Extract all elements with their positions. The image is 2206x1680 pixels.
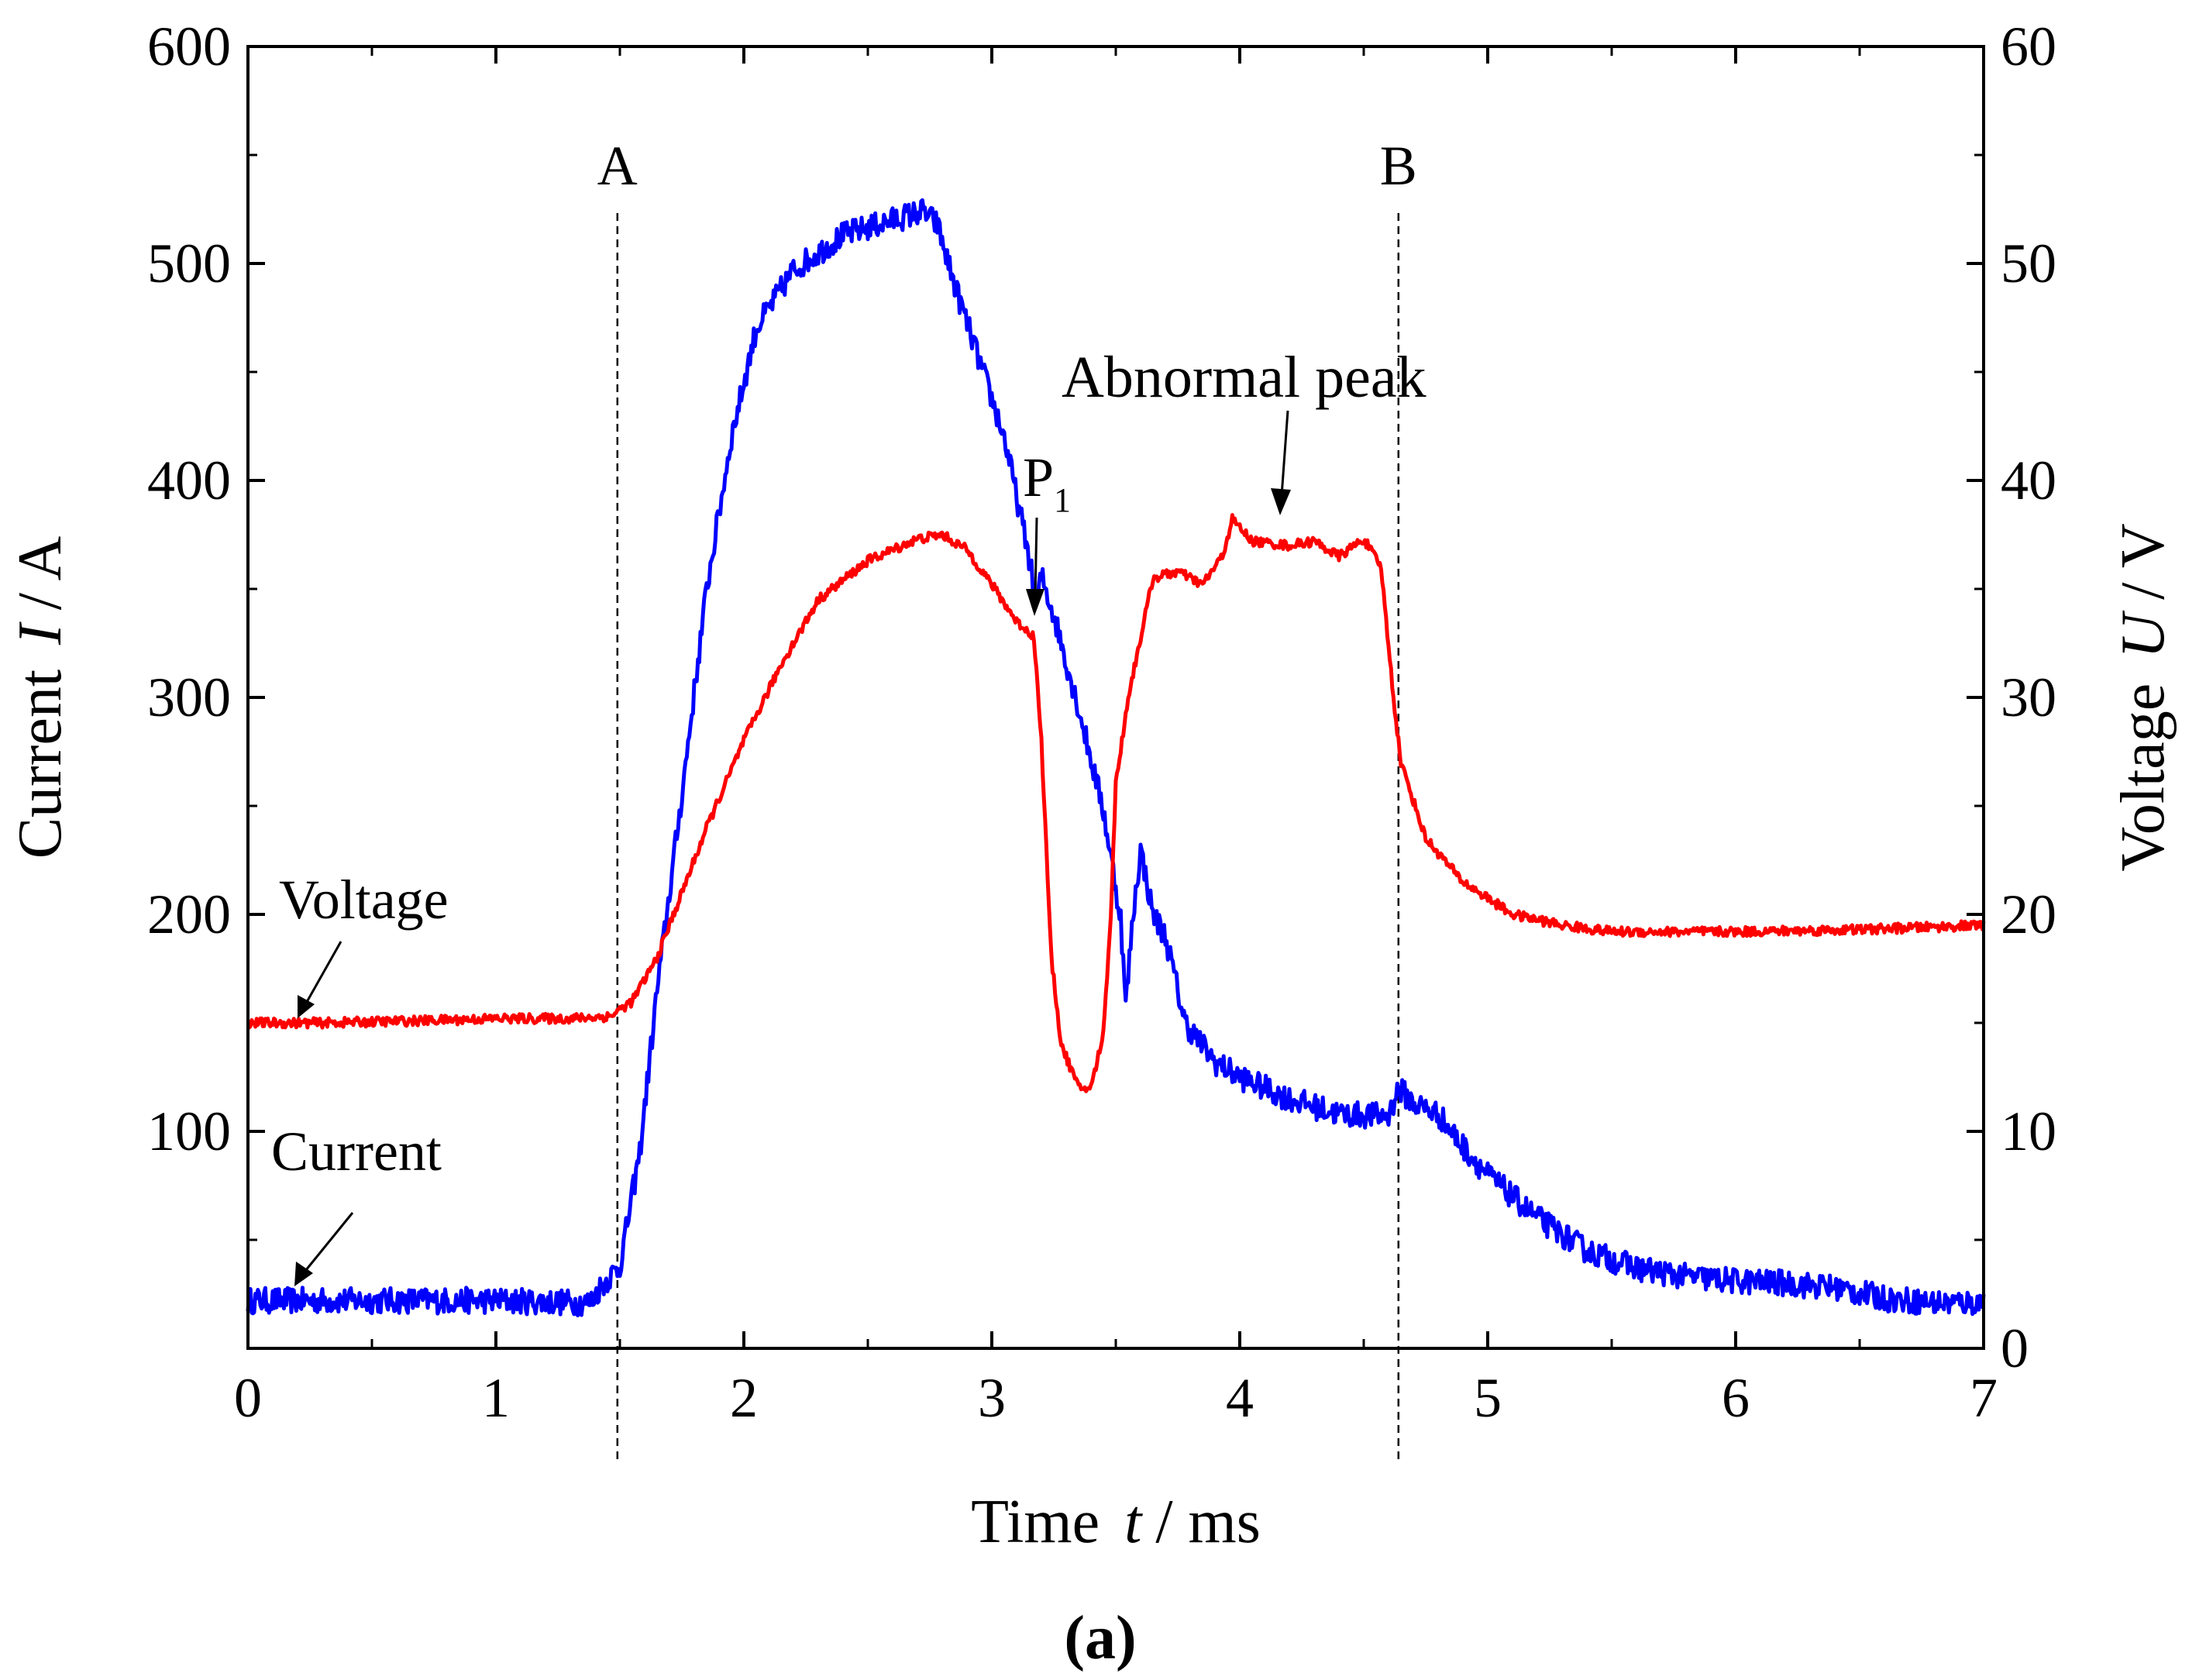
abnormal-peak-arrow [1280, 410, 1289, 497]
y-left-tick-label: 200 [147, 883, 231, 945]
y-right-tick-label: 0 [2001, 1317, 2029, 1379]
x-tick-label: 3 [978, 1367, 1006, 1429]
y-right-tick-label: 10 [2001, 1100, 2056, 1162]
tick-group: 0 1 2 3 4 5 6 7 100 200 300 400 500 600 0 10 20 30 40 50 60 [147, 15, 2056, 1429]
marker-label-B: B [1380, 135, 1417, 197]
x-tick-label: 4 [1226, 1367, 1254, 1429]
current-series-label: Current [271, 1121, 442, 1183]
x-tick-label: 7 [1970, 1367, 1998, 1429]
y-left-tick-label: 100 [147, 1100, 231, 1162]
voltage-series-label: Voltage [279, 869, 449, 931]
y-right-tick-label: 50 [2001, 232, 2056, 294]
p1-arrowhead [1026, 589, 1044, 616]
voltage-series-line [246, 513, 1986, 1093]
current-label-arrow [301, 1212, 354, 1275]
y-right-tick-label: 20 [2001, 883, 2056, 945]
current-series-line [246, 198, 1986, 1317]
y-right-tick-label: 30 [2001, 666, 2056, 728]
y-left-axis-title: CurrentI/ A [6, 535, 74, 859]
p1-label: P1 [1023, 446, 1071, 519]
x-tick-label: 1 [482, 1367, 510, 1429]
p1-arrow [1034, 517, 1038, 597]
x-tick-label: 5 [1474, 1367, 1502, 1429]
figure-caption: (a) [1064, 1604, 1136, 1672]
y-left-tick-label: 400 [147, 449, 231, 511]
y-left-tick-label: 600 [147, 15, 231, 77]
voltage-label-arrowhead [298, 995, 315, 1018]
voltage-label-arrow [302, 941, 342, 1008]
series-group [246, 198, 1986, 1317]
abnormal-peak-arrowhead [1271, 488, 1291, 515]
x-tick-label: 6 [1722, 1367, 1750, 1429]
plot-frame [246, 45, 1985, 1350]
y-left-tick-label: 300 [147, 666, 231, 728]
y-right-axis-title: VoltageU/ V [2109, 523, 2177, 871]
marker-label-A: A [597, 135, 638, 197]
y-right-tick-label: 40 [2001, 449, 2056, 511]
y-left-tick-label: 500 [147, 232, 231, 294]
current-label-arrowhead [294, 1262, 313, 1286]
x-tick-label: 0 [234, 1367, 262, 1429]
y-right-tick-label: 60 [2001, 15, 2056, 77]
abnormal-peak-label: Abnormal peak [1062, 345, 1427, 410]
x-tick-label: 2 [730, 1367, 758, 1429]
x-axis-title: Time t / ms [971, 1488, 1261, 1556]
